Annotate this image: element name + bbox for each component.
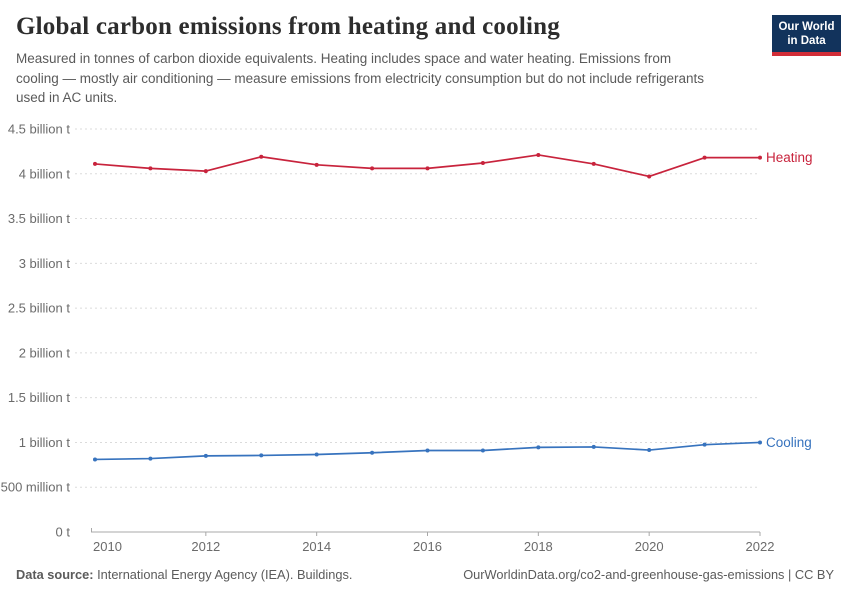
chart-title: Global carbon emissions from heating and… [16, 13, 560, 40]
chart-subtitle: Measured in tonnes of carbon dioxide equ… [16, 51, 705, 105]
x-tick-label: 2022 [746, 539, 775, 554]
y-tick-label: 3 billion t [19, 256, 71, 271]
heating-series-label[interactable]: Heating [766, 150, 813, 165]
heating-data-point [370, 166, 375, 171]
cooling-data-point [702, 442, 707, 447]
heating-data-point [425, 166, 430, 171]
cooling-data-point [259, 453, 264, 458]
y-tick-label: 2.5 billion t [8, 301, 71, 316]
heating-data-point [203, 169, 208, 174]
x-tick-label: 2010 [93, 539, 122, 554]
heating-data-point [758, 155, 762, 160]
x-tick-label: 2018 [524, 539, 553, 554]
heating-data-point [314, 162, 319, 167]
y-tick-label: 1.5 billion t [8, 390, 71, 405]
cooling-data-point [536, 445, 541, 450]
y-tick-label: 500 million t [1, 480, 71, 495]
owid-logo-line1: Our World [778, 21, 835, 33]
cooling-data-point [480, 448, 485, 453]
chart-footer: Data source: International Energy Agency… [16, 567, 834, 582]
owid-logo[interactable]: Our World in Data [772, 15, 841, 56]
cooling-data-point [647, 448, 652, 453]
y-tick-label: 4 billion t [19, 166, 71, 181]
cooling-data-point [148, 456, 153, 461]
y-tick-label: 0 t [56, 525, 71, 540]
heating-data-point [591, 161, 596, 166]
heating-data-point [148, 166, 153, 171]
cooling-data-point [314, 452, 319, 457]
x-tick-label: 2020 [635, 539, 664, 554]
cooling-data-point [93, 457, 97, 462]
attribution-link[interactable]: OurWorldinData.org/co2-and-greenhouse-ga… [463, 567, 834, 582]
x-tick-label: 2014 [302, 539, 331, 554]
heating-line[interactable] [94, 154, 760, 178]
heating-data-point [93, 161, 97, 166]
cooling-data-point [425, 448, 430, 453]
cooling-data-point [758, 440, 762, 445]
cooling-data-point [203, 453, 208, 458]
heating-data-point [702, 155, 707, 160]
data-source-text: International Energy Agency (IEA). Build… [93, 567, 353, 582]
owid-logo-accent-strip [772, 52, 841, 56]
heating-data-point [647, 174, 652, 179]
cooling-data-point [370, 450, 375, 455]
x-tick-label: 2012 [191, 539, 220, 554]
data-source-note: Data source: International Energy Agency… [16, 567, 352, 582]
data-source-label: Data source: [16, 567, 94, 582]
y-tick-label: 2 billion t [19, 345, 71, 360]
heating-data-point [259, 154, 264, 159]
y-tick-label: 1 billion t [19, 435, 71, 450]
cooling-data-point [591, 444, 596, 449]
y-tick-label: 4.5 billion t [8, 122, 71, 137]
x-tick-label: 2016 [413, 539, 442, 554]
cooling-series-label[interactable]: Cooling [766, 435, 812, 450]
owid-logo-line2: in Data [787, 35, 826, 47]
heating-data-point [536, 152, 541, 157]
y-tick-label: 3.5 billion t [8, 211, 71, 226]
heating-data-point [480, 161, 485, 166]
